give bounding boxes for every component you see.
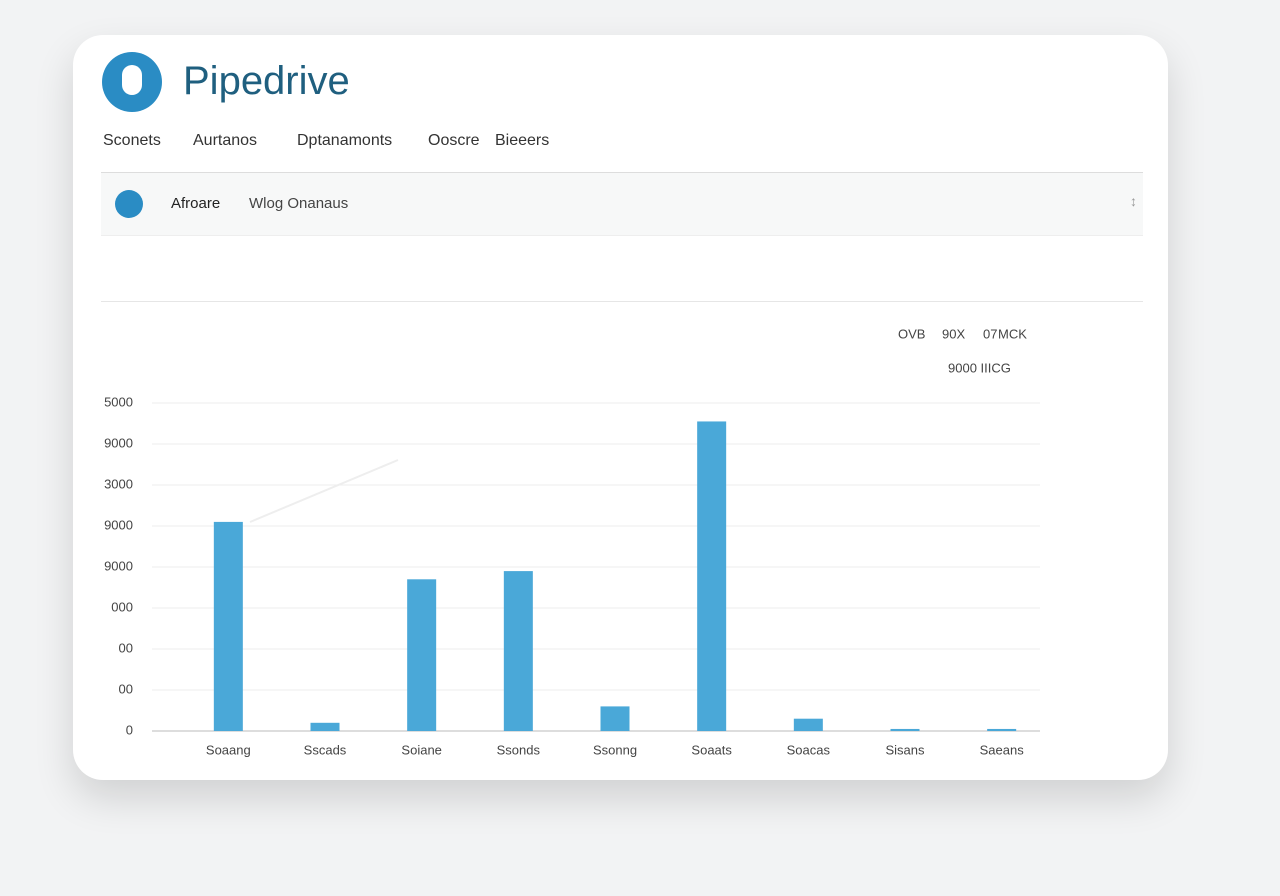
annotation: MCK (998, 326, 1027, 341)
bar (503, 571, 533, 731)
search-bar[interactable]: Afroare Wlog Onanaus ↕ (101, 172, 1143, 236)
nav-item[interactable]: Sconets (103, 132, 161, 149)
y-tick-label: 0 (126, 722, 133, 737)
x-tick-label: Sisans (885, 742, 925, 757)
bar (697, 421, 727, 731)
bar (213, 521, 243, 731)
nav-item[interactable]: Aurtanos (193, 132, 258, 149)
x-tick-label: Sscads (304, 742, 347, 757)
search-placeholder: Wlog Onanaus (249, 195, 349, 212)
search-label: Afroare (171, 195, 221, 212)
x-tick-label: Ssonng (593, 742, 637, 757)
nav-item[interactable]: Dptanamonts (297, 132, 393, 149)
y-tick-label: 00 (119, 640, 133, 655)
x-tick-label: Saeans (980, 742, 1025, 757)
bar (890, 728, 920, 731)
bar (310, 722, 340, 731)
x-tick-label: Soiane (401, 742, 441, 757)
nav-item[interactable]: Bieeers (495, 132, 550, 149)
bar (407, 579, 437, 731)
bar (793, 718, 823, 731)
logo[interactable] (102, 52, 162, 112)
x-tick-label: Soacas (787, 742, 831, 757)
y-tick-label: 000 (111, 599, 133, 614)
annotation: 9000 IIICG (948, 360, 1011, 375)
y-tick-label: 5000 (104, 394, 133, 409)
y-tick-label: 3000 (104, 476, 133, 491)
y-tick-label: 9000 (104, 435, 133, 450)
card: Pipedrive Sconets Aurtanos Dptanamonts O… (73, 35, 1168, 780)
y-tick-label: 00 (119, 681, 133, 696)
annotation: 07 (983, 326, 997, 341)
decor-line (249, 459, 399, 523)
search-icon (115, 190, 143, 218)
annotation: OVB (898, 326, 925, 341)
x-tick-label: Soaang (206, 742, 251, 757)
chevron[interactable]: ↕ (1130, 193, 1137, 209)
bar (600, 706, 630, 731)
bar (987, 728, 1017, 731)
app-title: Pipedrive (183, 59, 350, 103)
annotation: 90X (942, 326, 965, 341)
x-tick-label: Soaats (691, 742, 732, 757)
nav-item[interactable]: Ooscre (428, 132, 480, 149)
y-tick-label: 9000 (104, 517, 133, 532)
separator (101, 301, 1143, 302)
y-tick-label: 9000 (104, 558, 133, 573)
x-tick-label: Ssonds (497, 742, 541, 757)
